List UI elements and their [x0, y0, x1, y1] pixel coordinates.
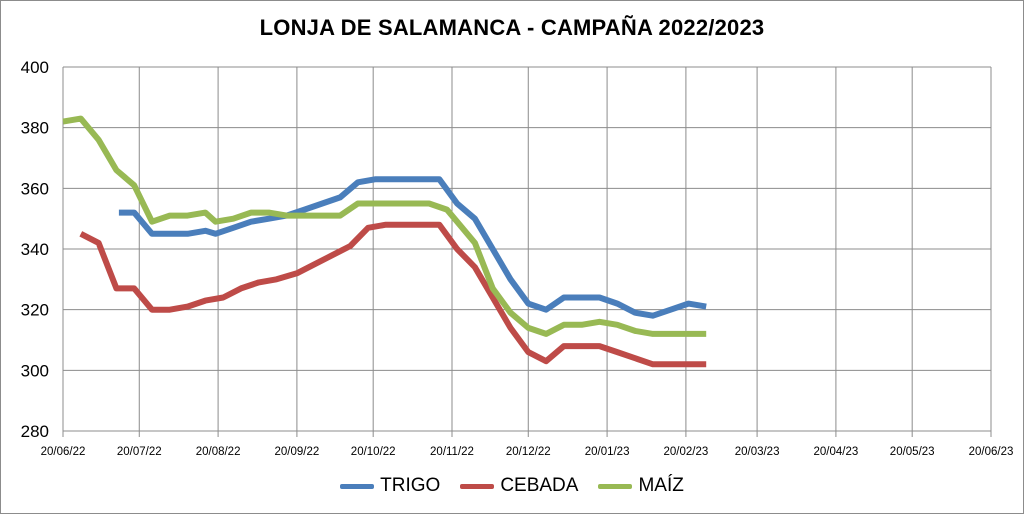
x-tick-label: 20/09/22: [275, 446, 320, 458]
x-tick-label: 20/04/23: [814, 446, 859, 458]
y-tick-label: 280: [21, 422, 49, 441]
x-tick-label: 20/07/22: [117, 446, 162, 458]
x-tick-label: 20/01/23: [585, 446, 630, 458]
y-tick-label: 300: [21, 361, 49, 380]
series-line-cebada: [79, 221, 707, 368]
x-tick-label: 20/05/23: [890, 446, 935, 458]
x-tick-label: 20/08/22: [196, 446, 241, 458]
chart-title: LONJA DE SALAMANCA - CAMPAÑA 2022/2023: [259, 15, 765, 40]
legend: TRIGO CEBADA MAÍZ: [1, 475, 1023, 497]
x-tick-label: 20/12/22: [506, 446, 551, 458]
x-tick-label: 20/06/22: [41, 446, 86, 458]
legend-entry-cebada: CEBADA: [460, 475, 578, 497]
x-tick-label: 20/10/22: [351, 446, 396, 458]
legend-swatch: [598, 483, 633, 489]
x-tick-label: 20/11/22: [430, 446, 474, 458]
legend-label: TRIGO: [380, 475, 441, 496]
legend-swatch: [460, 483, 495, 489]
legend-label: CEBADA: [500, 475, 579, 496]
legend-entry-maiz: MAÍZ: [598, 475, 684, 497]
y-tick-label: 320: [21, 301, 49, 320]
series-line-maiz: [62, 115, 707, 337]
y-tick-label: 400: [21, 58, 49, 77]
x-tick-label: 20/02/23: [664, 446, 709, 458]
y-tick-label: 380: [21, 119, 49, 138]
legend-label: MAÍZ: [638, 475, 684, 496]
legend-swatch: [340, 483, 375, 489]
legend-entry-trigo: TRIGO: [340, 475, 440, 497]
y-tick-label: 340: [21, 240, 49, 259]
x-tick-label: 20/03/23: [735, 446, 780, 458]
series-line-trigo: [118, 176, 707, 319]
x-tick-label: 20/06/23: [969, 446, 1014, 458]
y-tick-label: 360: [21, 179, 49, 198]
